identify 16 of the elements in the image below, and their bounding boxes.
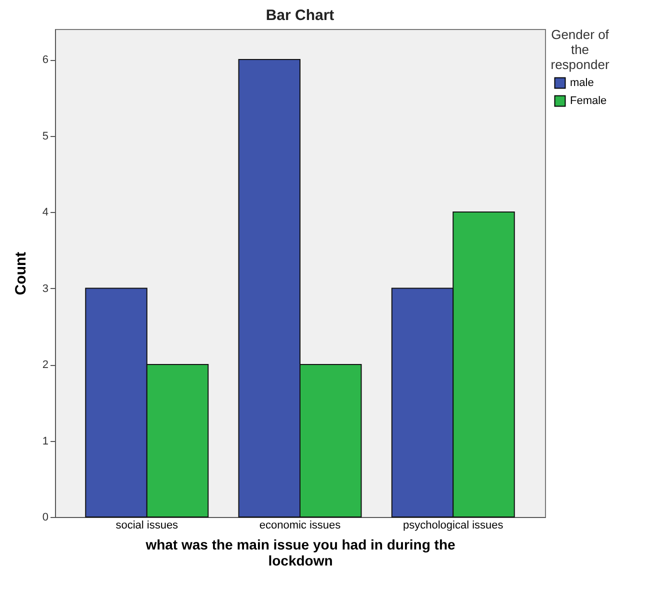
- x-tick-label: social issues: [116, 520, 179, 532]
- y-tick-label: 0: [42, 512, 48, 524]
- y-axis-title: Count: [12, 252, 30, 296]
- x-tick-label: psychological issues: [402, 520, 504, 532]
- y-tick-label: 3: [42, 282, 48, 295]
- y-tick-label: 1: [42, 435, 48, 448]
- y-tick-label: 6: [42, 54, 48, 66]
- x-axis-title: what was the main issue you had in during the lockdown: [144, 536, 456, 568]
- x-tick-label: economic issues: [259, 520, 342, 532]
- chart-title: Bar Chart: [266, 7, 334, 24]
- y-tick-label: 4: [42, 206, 48, 218]
- y-tick-label: 5: [42, 130, 48, 142]
- legend-title: Gender of the responder: [550, 27, 610, 72]
- legend-label: male: [570, 77, 594, 89]
- legend-label: Female: [570, 95, 607, 107]
- y-tick-label: 2: [42, 359, 48, 371]
